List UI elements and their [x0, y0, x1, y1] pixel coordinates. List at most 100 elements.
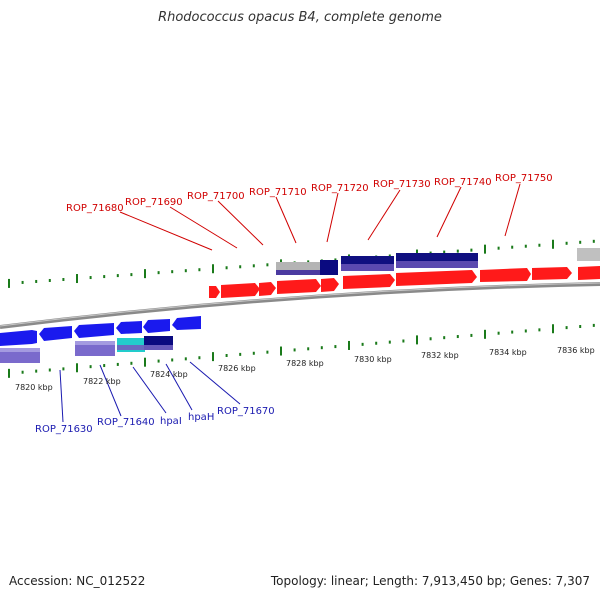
gene-arrow-forward[interactable]	[480, 268, 531, 282]
gene-arrow-reverse[interactable]	[74, 323, 114, 338]
feature-box[interactable]	[577, 248, 600, 261]
gene-label[interactable]: ROP_71740	[434, 177, 492, 188]
gene-arrow-forward[interactable]	[321, 278, 339, 292]
major-tick	[76, 363, 78, 373]
gene-label[interactable]: ROP_71680	[66, 203, 124, 214]
gene-label[interactable]: ROP_71640	[97, 417, 155, 428]
scale-label: 7830 kbp	[354, 355, 392, 364]
minor-tick	[443, 250, 446, 254]
forward-gene-track	[209, 266, 600, 298]
feature-box[interactable]	[117, 345, 173, 350]
map-title: Rhodococcus opacus B4, complete genome	[158, 10, 442, 25]
gene-label[interactable]: ROP_71720	[311, 183, 369, 194]
feature-box[interactable]	[396, 261, 478, 268]
feature-box[interactable]	[0, 348, 40, 352]
genome-backbone-highlight	[0, 282, 600, 327]
minor-tick	[198, 356, 201, 360]
top-feature-track	[276, 248, 600, 275]
scale-label: 7834 kbp	[489, 348, 527, 357]
minor-tick	[470, 333, 473, 337]
feature-box[interactable]	[341, 264, 394, 271]
minor-tick	[375, 341, 378, 345]
callout-lines	[59, 183, 521, 423]
gene-label[interactable]: ROP_71710	[249, 187, 307, 198]
gene-label[interactable]: ROP_71690	[125, 197, 183, 208]
major-tick	[416, 335, 418, 345]
gene-arrow-forward[interactable]	[209, 286, 220, 298]
minor-tick	[579, 325, 582, 329]
major-tick	[212, 264, 214, 274]
scale-label: 7824 kbp	[150, 370, 188, 379]
minor-tick	[184, 269, 187, 273]
minor-tick	[524, 244, 527, 248]
minor-tick	[225, 354, 228, 358]
minor-tick	[239, 352, 242, 356]
minor-tick	[21, 370, 24, 374]
bottom-gene-labels: ROP_71630 ROP_71640 hpaI hpaH ROP_71670	[35, 406, 275, 435]
major-tick	[552, 239, 554, 249]
minor-tick	[429, 337, 432, 341]
minor-tick	[592, 323, 595, 327]
gene-label[interactable]: ROP_71630	[35, 424, 93, 435]
scale-label: 7828 kbp	[286, 359, 324, 368]
major-tick	[76, 274, 78, 284]
scale-label: 7836 kbp	[557, 346, 595, 355]
gene-label[interactable]: hpaI	[160, 416, 182, 427]
minor-tick	[497, 331, 500, 335]
minor-tick	[307, 347, 310, 351]
major-tick	[212, 352, 214, 362]
minor-tick	[470, 248, 473, 252]
minor-tick	[252, 264, 255, 268]
gene-arrow-forward[interactable]	[396, 270, 477, 286]
minor-tick	[456, 335, 459, 339]
bottom-feature-track	[0, 336, 173, 363]
minor-tick	[35, 369, 38, 373]
gene-label[interactable]: ROP_71670	[217, 406, 275, 417]
major-tick	[484, 329, 486, 339]
gene-label[interactable]: hpaH	[188, 412, 214, 423]
minor-tick	[171, 270, 174, 274]
minor-tick	[157, 271, 160, 275]
minor-tick	[157, 359, 160, 363]
minor-tick	[252, 351, 255, 355]
genome-stats-label: Topology: linear; Length: 7,913,450 bp; …	[270, 574, 590, 588]
minor-tick	[388, 340, 391, 344]
gene-arrow-reverse[interactable]	[116, 321, 142, 334]
gene-label[interactable]: ROP_71700	[187, 191, 245, 202]
minor-tick	[116, 274, 119, 278]
minor-tick	[103, 364, 106, 368]
minor-tick	[456, 249, 459, 253]
minor-tick	[565, 241, 568, 245]
gene-arrow-forward[interactable]	[221, 283, 260, 298]
minor-tick	[130, 361, 133, 365]
feature-box[interactable]	[320, 260, 338, 275]
minor-tick	[511, 330, 514, 334]
minor-tick	[579, 240, 582, 244]
minor-tick	[184, 357, 187, 361]
gene-arrow-reverse[interactable]	[172, 316, 201, 330]
gene-arrow-forward[interactable]	[277, 279, 321, 294]
scale-label: 7832 kbp	[421, 351, 459, 360]
feature-box[interactable]	[276, 270, 320, 275]
major-tick	[484, 244, 486, 254]
gene-arrow-reverse[interactable]	[0, 330, 37, 346]
minor-tick	[171, 358, 174, 362]
major-tick	[280, 346, 282, 356]
minor-tick	[198, 268, 201, 272]
scale-label: 7820 kbp	[15, 383, 53, 392]
gene-arrow-forward[interactable]	[532, 267, 572, 280]
minor-tick	[35, 279, 38, 283]
minor-tick	[402, 339, 405, 343]
minor-tick	[565, 326, 568, 330]
gene-arrow-forward[interactable]	[343, 274, 395, 289]
gene-arrow-forward[interactable]	[259, 282, 276, 296]
gene-label[interactable]: ROP_71750	[495, 173, 553, 184]
top-gene-labels: ROP_71680 ROP_71690 ROP_71700 ROP_71710 …	[66, 173, 553, 214]
gene-arrow-reverse[interactable]	[143, 319, 170, 333]
gene-arrow-forward[interactable]	[578, 266, 600, 280]
feature-box[interactable]	[75, 341, 115, 345]
major-tick	[8, 368, 10, 378]
gene-label[interactable]: ROP_71730	[373, 179, 431, 190]
gene-arrow-reverse[interactable]	[39, 326, 72, 341]
